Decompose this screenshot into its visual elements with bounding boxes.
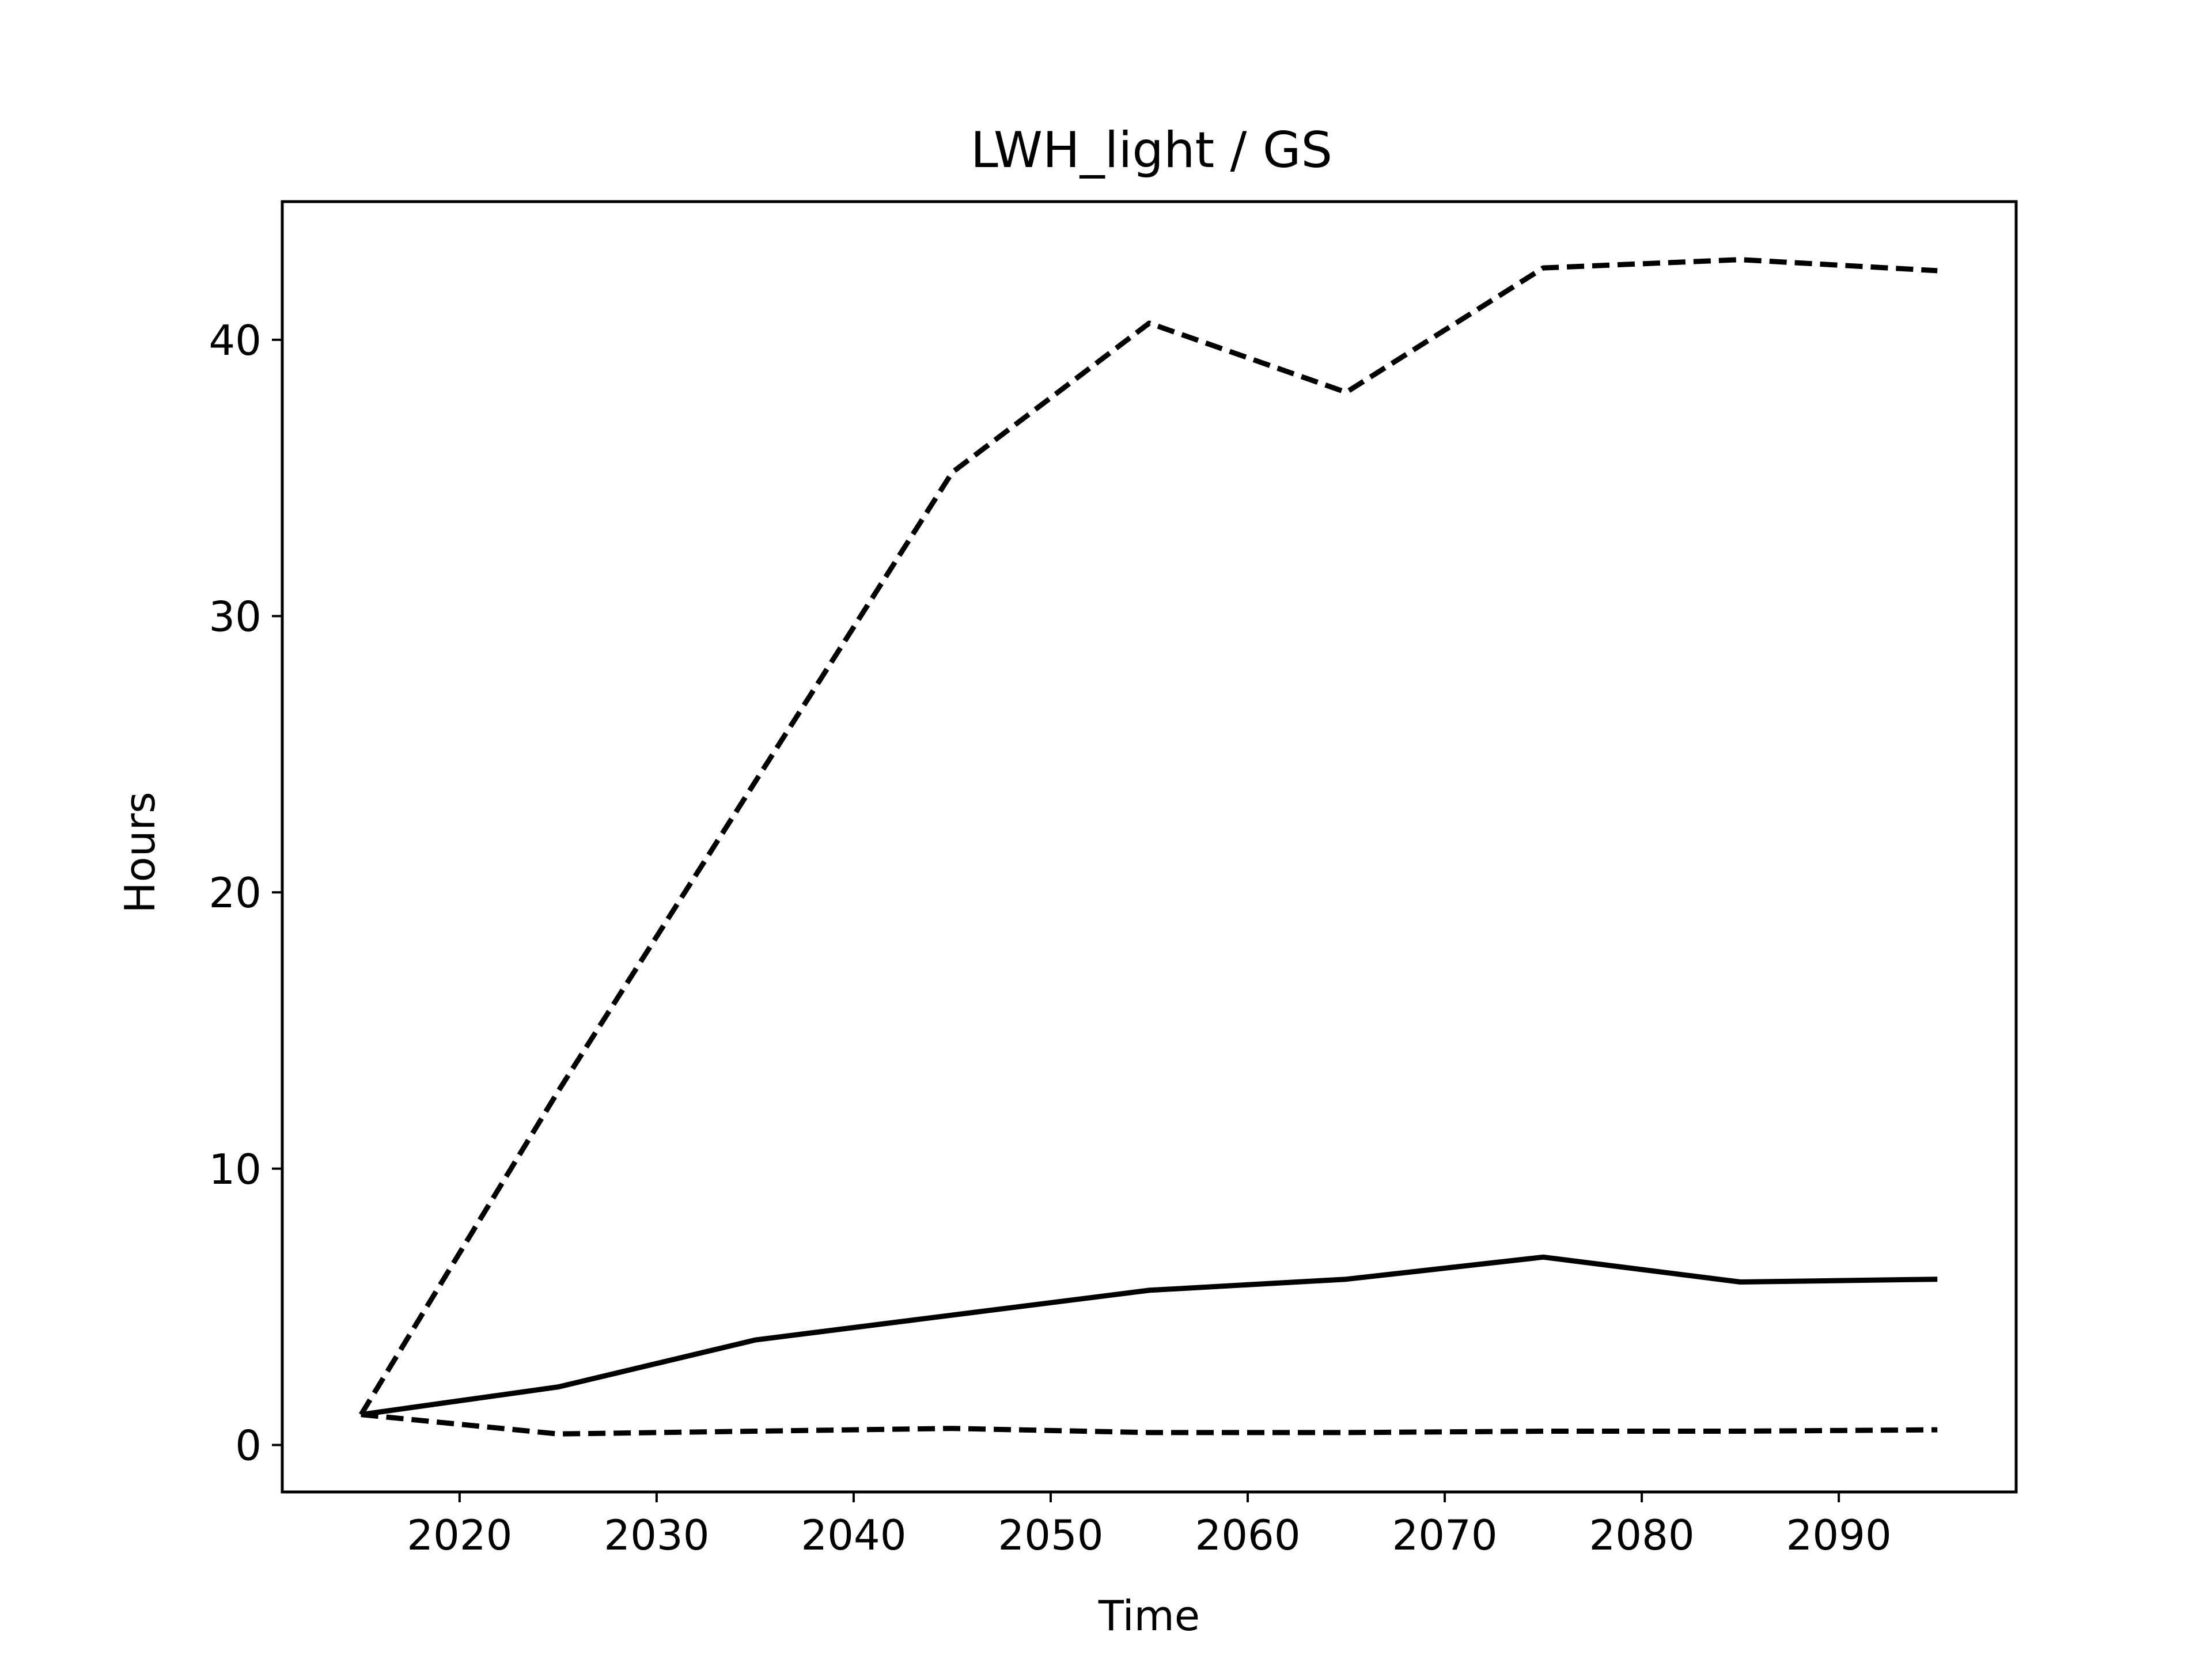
series-line-2 <box>361 1254 1938 1418</box>
x-tick-label: 2030 <box>604 1511 709 1559</box>
y-axis-label: Hours <box>116 792 164 914</box>
x-tick-label: 2090 <box>1786 1511 1892 1559</box>
x-tick-label: 2040 <box>801 1511 906 1559</box>
y-tick-label: 10 <box>209 1145 262 1194</box>
series-line-3 <box>361 1412 1938 1437</box>
y-axis: 0 10 20 30 40 <box>209 316 282 1469</box>
series-line-1 <box>358 257 1938 1416</box>
x-tick-label: 2060 <box>1195 1511 1300 1559</box>
x-tick-label: 2070 <box>1392 1511 1497 1559</box>
x-axis-label: Time <box>1098 1592 1200 1640</box>
series-layer <box>358 257 1938 1437</box>
x-tick-label: 2020 <box>407 1511 512 1559</box>
plot-frame <box>281 200 2018 1494</box>
y-tick-label: 40 <box>209 316 262 365</box>
y-tick-label: 0 <box>235 1421 262 1469</box>
y-tick-label: 30 <box>209 592 262 641</box>
x-tick-label: 2050 <box>998 1511 1103 1559</box>
y-tick-label: 20 <box>209 869 262 917</box>
x-axis: 2020 2030 2040 2050 2060 2070 2080 2090 <box>407 1492 1892 1559</box>
x-tick-label: 2080 <box>1589 1511 1694 1559</box>
chart-title: LWH_light / GS <box>971 122 1332 179</box>
